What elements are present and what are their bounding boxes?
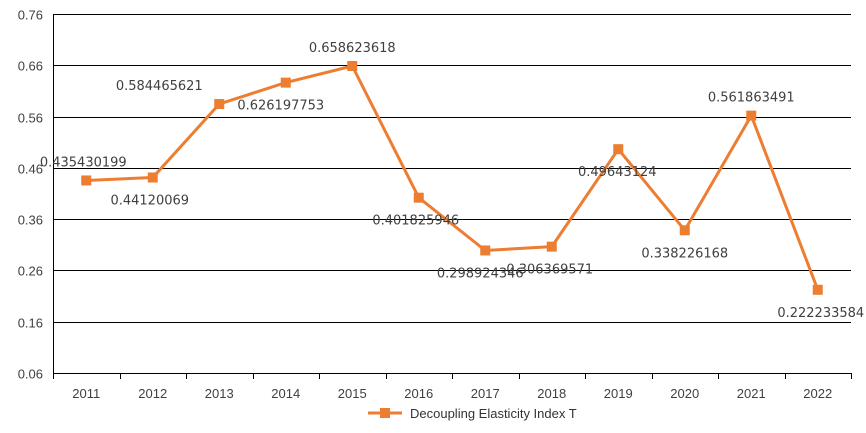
x-tick-label: 2021 [737, 386, 766, 401]
data-point-marker [812, 284, 823, 295]
data-label: 0.298924346 [437, 266, 524, 281]
data-point-marker [347, 60, 358, 71]
series-markers [81, 60, 823, 295]
data-point-marker [147, 172, 158, 183]
legend-label: Decoupling Elasticity Index T [410, 406, 577, 421]
y-tick-label: 0.06 [18, 367, 43, 382]
data-label: 0.49643124 [578, 165, 657, 180]
x-tick-label: 2012 [138, 386, 167, 401]
data-labels: 0.435430199 0.44120069 0.584465621 0.626197… [40, 41, 864, 321]
y-tick-label: 0.26 [18, 264, 43, 279]
data-point-marker [214, 99, 225, 110]
axes: 0.06 0.16 0.26 0.36 0.46 0.56 0.66 0.76 2011 2012… [18, 8, 852, 401]
gridlines [53, 14, 851, 323]
y-tick-label: 0.56 [18, 111, 43, 126]
data-point-marker [679, 225, 690, 236]
data-point-marker [546, 241, 557, 252]
x-tick-label: 2013 [205, 386, 234, 401]
series-line-layer [86, 64, 820, 291]
data-label: 0.222233584 [777, 306, 864, 321]
data-label: 0.584465621 [116, 79, 203, 94]
x-tick-label: 2014 [271, 386, 300, 401]
x-tick-label: 2016 [404, 386, 433, 401]
data-point-marker [480, 245, 491, 256]
x-tick-label: 2011 [72, 386, 100, 401]
data-label: 0.435430199 [40, 155, 127, 170]
data-point-marker [280, 77, 291, 88]
x-tick-label: 2022 [803, 386, 832, 401]
x-tick-label: 2015 [338, 386, 367, 401]
y-tick-label: 0.16 [18, 316, 43, 331]
data-point-marker [81, 175, 92, 186]
y-tick-label: 0.46 [18, 162, 43, 177]
data-label: 0.626197753 [237, 99, 324, 114]
data-point-marker [746, 110, 757, 121]
data-label: 0.561863491 [708, 91, 795, 106]
data-label: 0.44120069 [110, 193, 189, 208]
data-label: 0.338226168 [641, 246, 728, 261]
legend-marker-icon [380, 408, 390, 418]
series-line [86, 64, 820, 291]
data-label: 0.658623618 [309, 41, 396, 56]
x-tick-label: 2018 [537, 386, 566, 401]
y-tick-label: 0.66 [18, 59, 43, 74]
data-point-marker [613, 144, 624, 155]
x-tick-label: 2020 [670, 386, 699, 401]
data-label: 0.401825946 [372, 214, 459, 229]
y-tick-label: 0.36 [18, 213, 43, 228]
data-label: 0.306369571 [506, 263, 593, 278]
x-tick-label: 2017 [471, 386, 500, 401]
data-point-marker [413, 192, 424, 203]
y-tick-label: 0.76 [18, 8, 43, 23]
x-tick-label: 2019 [604, 386, 633, 401]
legend: Decoupling Elasticity Index T [368, 406, 577, 421]
